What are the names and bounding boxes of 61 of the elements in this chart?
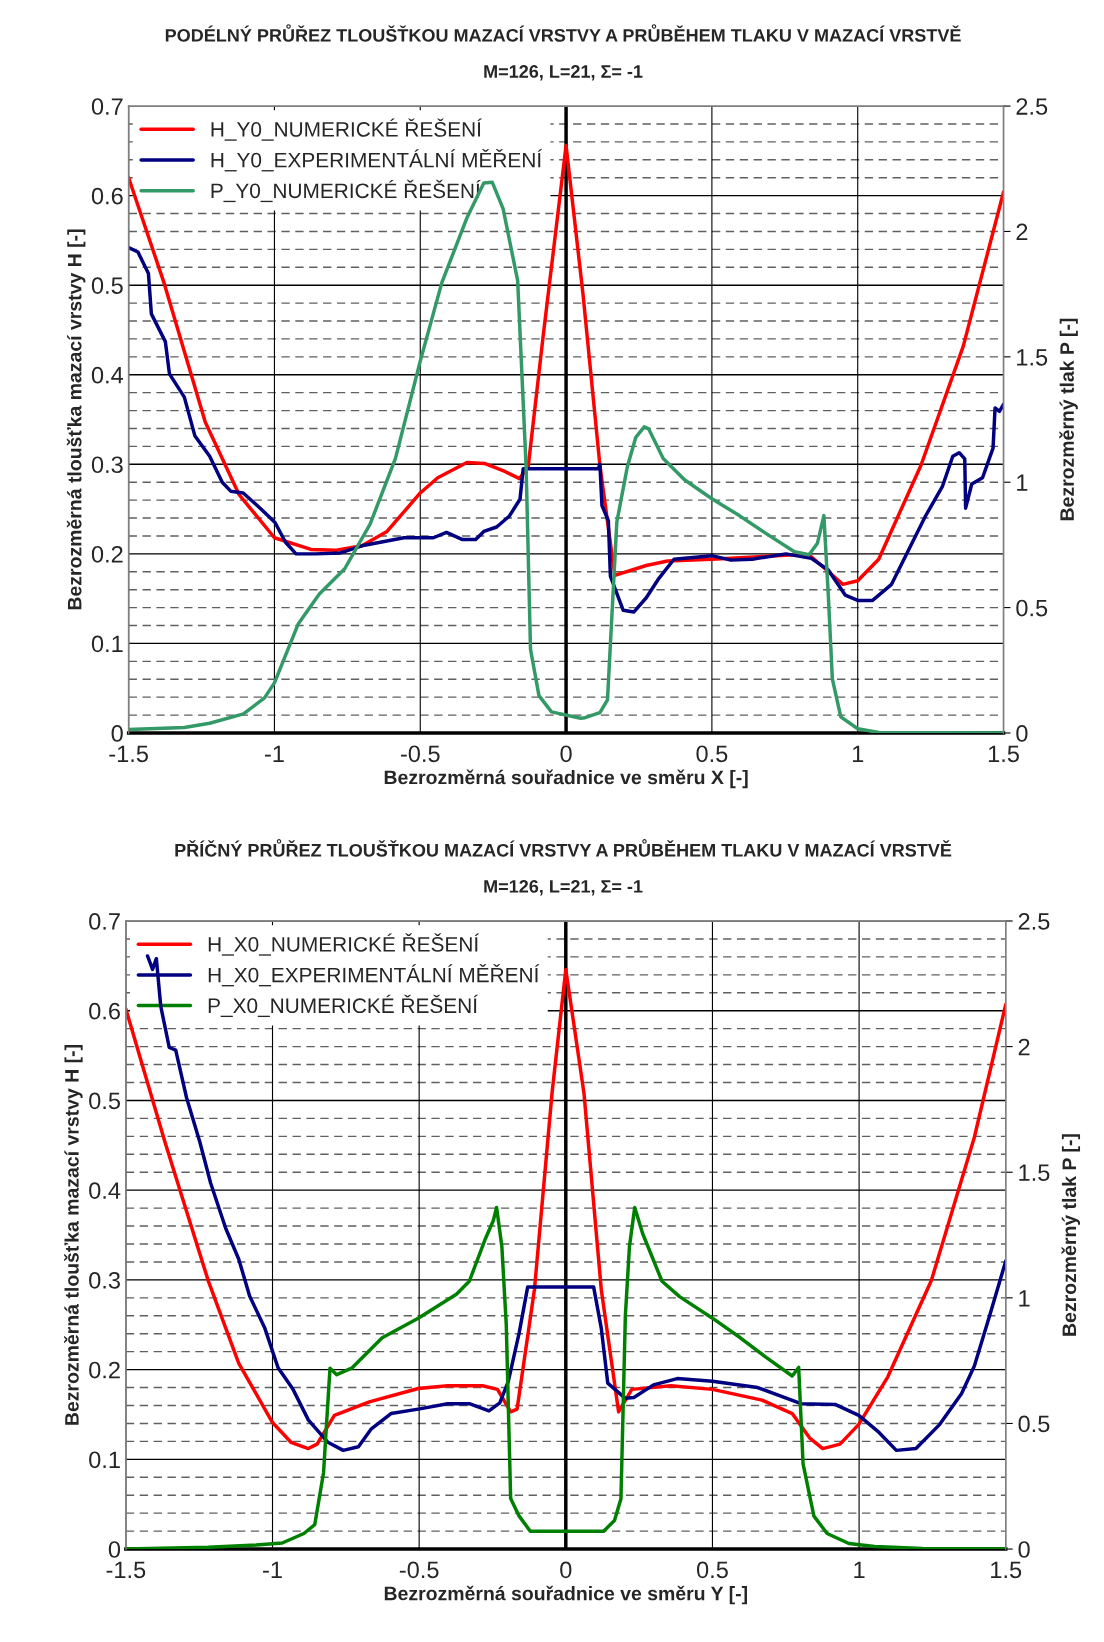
x-tick-label: -1 xyxy=(264,745,284,762)
y-tick-label: 0.6 xyxy=(89,1002,120,1020)
y-tick-label: 0.5 xyxy=(91,277,123,294)
chart-title: PODÉLNÝ PRŮŘEZ TLOUŠŤKOU MAZACÍ VRSTVY A PRŮBĚHEM TLAKU V MAZACÍ VRSTVĚ xyxy=(165,24,961,42)
x-axis-title: Bezrozměrná souřadnice ve směru Y [-] xyxy=(384,1585,747,1605)
y-tick-label: 0.2 xyxy=(89,1361,120,1379)
x-tick-label: 0.5 xyxy=(696,1561,728,1579)
y-tick-label: 0.5 xyxy=(89,1092,121,1110)
y2-axis-title: Bezrozměrný tlak P [-] xyxy=(1059,318,1078,521)
y-tick-label: 0.7 xyxy=(91,98,123,115)
y-tick-label: 0.6 xyxy=(91,187,123,205)
y-axis-title: Bezrozměrná tloušťka mazací vrstvy H [-] xyxy=(66,229,86,610)
y-tick-label: 0.4 xyxy=(89,1182,121,1199)
legend-label: P_X0_NUMERICKÉ ŘEŠENÍ xyxy=(208,994,478,1018)
line-series xyxy=(128,180,1004,733)
legend-label: H_X0_EXPERIMENTÁLNÍ MĚŘENÍ xyxy=(208,964,540,987)
y2-tick-label: 2.5 xyxy=(1018,913,1050,930)
y2-tick-label: 0.5 xyxy=(1016,599,1048,617)
y2-tick-label: 1.5 xyxy=(1019,1164,1050,1182)
line-series xyxy=(128,245,1004,614)
y-tick-label: 0.3 xyxy=(91,456,123,474)
y2-tick-label: 2.5 xyxy=(1016,98,1048,115)
y-tick-label: 0.3 xyxy=(89,1271,120,1289)
y-tick-label: 0.7 xyxy=(89,913,120,930)
x-tick-label: 0 xyxy=(560,1561,572,1579)
y2-tick-label: 1.5 xyxy=(1017,349,1048,366)
y2-tick-label: 0 xyxy=(1016,725,1028,742)
y2-tick-label: 2 xyxy=(1016,223,1028,241)
x-tick-label: 0.5 xyxy=(696,745,728,763)
y-tick-label: 0.4 xyxy=(91,366,124,384)
x-tick-label: -0.5 xyxy=(399,1561,439,1579)
x-axis-title: Bezrozměrná souřadnice ve směru X [-] xyxy=(384,769,748,789)
x-tick-label: 1.5 xyxy=(988,745,1019,763)
line-series xyxy=(125,1205,1006,1550)
y2-tick-label: 2 xyxy=(1018,1038,1030,1056)
x-tick-label: 1 xyxy=(854,1561,865,1578)
y2-tick-label: 0.5 xyxy=(1018,1415,1050,1433)
x-tick-label: 0 xyxy=(560,745,572,763)
chart-subtitle: M=126, L=21, Σ= -1 xyxy=(484,880,643,896)
x-tick-label: -1.5 xyxy=(109,745,148,763)
legend-label: H_X0_NUMERICKÉ ŘEŠENÍ xyxy=(208,933,480,956)
chart-title: PŘÍČNÝ PRŮŘEZ TLOUŠŤKOU MAZACÍ VRSTVY A PRŮBĚHEM TLAKU V MAZACÍ VRSTVĚ xyxy=(175,839,952,857)
x-tick-label: -1 xyxy=(263,1561,282,1578)
y2-tick-label: 1 xyxy=(1017,474,1028,491)
x-tick-label: -1.5 xyxy=(106,1561,146,1579)
legend-label: P_Y0_NUMERICKÉ ŘEŠENÍ xyxy=(211,179,481,203)
legend-label: H_Y0_NUMERICKÉ ŘEŠENÍ xyxy=(211,118,482,141)
y-tick-label: 0 xyxy=(111,725,123,742)
y2-axis-title: Bezrozměrný tlak P [-] xyxy=(1061,1134,1081,1336)
chart-subtitle: M=126, L=21, Σ= -1 xyxy=(484,65,643,81)
y-tick-label: 0.2 xyxy=(91,545,123,563)
y-tick-label: 0.1 xyxy=(89,1451,120,1469)
y-tick-label: 0.1 xyxy=(91,635,123,653)
y-tick-label: 0 xyxy=(108,1541,121,1558)
x-tick-label: 1 xyxy=(852,745,864,762)
y2-tick-label: 1 xyxy=(1019,1290,1030,1307)
x-tick-label: 1.5 xyxy=(991,1561,1022,1579)
y-axis-title: Bezrozměrná tloušťka mazací vrstvy H [-] xyxy=(64,1045,83,1425)
y2-tick-label: 0 xyxy=(1018,1541,1030,1558)
legend-label: H_Y0_EXPERIMENTÁLNÍ MĚŘENÍ xyxy=(211,149,543,172)
x-tick-label: -0.5 xyxy=(400,745,440,763)
